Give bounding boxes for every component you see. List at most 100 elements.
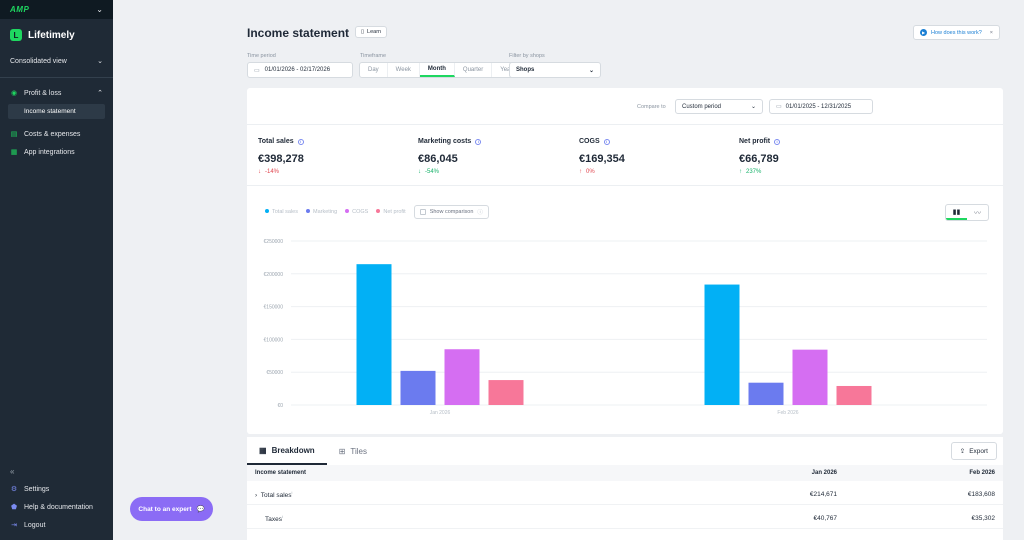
bar-chart-icon[interactable]: ▮▮: [946, 205, 967, 220]
bar-cogs[interactable]: [792, 349, 828, 405]
upload-icon: ⇪: [959, 448, 966, 455]
help-icon: ⬟: [10, 504, 18, 511]
learn-button[interactable]: ▯ Learn: [355, 26, 388, 38]
expand-chevron-icon[interactable]: ›: [255, 492, 258, 500]
bar-marketing[interactable]: [400, 370, 436, 405]
chevron-down-icon: ⌄: [750, 104, 756, 110]
sidebar-item-help[interactable]: ⬟ Help & documentation: [0, 498, 113, 516]
tab-breakdown[interactable]: ▦ Breakdown: [247, 437, 327, 465]
tab-label: Tiles: [350, 446, 367, 456]
timeframe-year[interactable]: Year: [500, 67, 513, 73]
page-title: Income statement: [247, 26, 350, 40]
compare-range-picker[interactable]: ▭ 01/01/2025 - 12/31/2025: [769, 99, 873, 114]
timeframe-month[interactable]: Month: [419, 63, 455, 77]
arrow-down-icon: ↓: [258, 169, 261, 175]
sidebar-item-app-integrations[interactable]: ▦ App integrations: [0, 143, 113, 161]
learn-label: Learn: [367, 29, 382, 35]
bar-total-sales[interactable]: [704, 284, 740, 405]
consolidated-view-label: Consolidated view: [10, 57, 67, 65]
info-icon[interactable]: i: [297, 138, 304, 145]
shops-filter-select[interactable]: Shops ⌄: [509, 62, 601, 78]
line-chart-icon[interactable]: 〰: [974, 209, 981, 217]
show-comparison-toggle[interactable]: Show comparison ⓘ: [413, 205, 489, 219]
kpi-name: Total sales: [258, 138, 294, 145]
info-icon: i: [281, 513, 283, 519]
sidebar-item-costs-expenses[interactable]: ▤ Costs & expenses: [0, 125, 113, 143]
export-button[interactable]: ⇪ Export: [950, 442, 997, 460]
info-icon: ⓘ: [477, 210, 483, 216]
legend-total-sales[interactable]: Total sales: [265, 209, 298, 215]
kpi-value: €398,278: [258, 153, 304, 165]
bar-total-sales[interactable]: [356, 264, 392, 405]
bar-net-profit[interactable]: [488, 380, 524, 405]
income-bar-chart: €0 €50000 €100000 €150000 €200000 €250000 Jan …: [264, 239, 987, 416]
app-name: Lifetimely: [28, 29, 75, 41]
sidebar-item-profit-loss[interactable]: ◉ Profit & loss ⌃: [0, 84, 113, 102]
kpi-name: Net profit: [739, 138, 771, 145]
timeframe-quarter[interactable]: Quarter: [455, 63, 493, 77]
sidebar-item-label: Costs & expenses: [24, 130, 81, 138]
info-icon[interactable]: i: [475, 138, 482, 145]
x-tick-label: Feb 2026: [777, 410, 798, 416]
kpi-change: -14%: [265, 169, 280, 175]
table-row[interactable]: Taxesi €40,767 €35,302: [247, 509, 1003, 529]
play-icon: ▶: [920, 29, 928, 36]
sidebar-item-settings[interactable]: ⚙ Settings: [0, 480, 113, 498]
chevron-up-icon: ⌃: [97, 90, 103, 97]
show-comparison-label: Show comparison: [429, 209, 474, 215]
sidebar-item-income-statement[interactable]: Income statement: [8, 104, 105, 119]
cell-value: €35,302: [971, 515, 996, 522]
timeframe-week[interactable]: Week: [388, 63, 420, 77]
arrow-up-icon: ↑: [739, 169, 742, 175]
shops-filter-value: Shops: [516, 67, 535, 73]
chat-to-expert-button[interactable]: Chat to an expert 💬: [130, 497, 213, 521]
legend-net-profit[interactable]: Net profit: [376, 209, 406, 215]
table-row[interactable]: › Total salesi €214,671 €183,608: [247, 485, 1003, 505]
cell-value: €40,767: [813, 515, 838, 522]
chart-legend: Total sales Marketing COGS Net profit Sh…: [265, 205, 489, 219]
column-header: Jan 2026: [811, 470, 837, 476]
timeframe-day[interactable]: Day: [360, 63, 388, 77]
sidebar-item-logout[interactable]: ⇥ Logout: [0, 516, 113, 534]
workspace-switcher[interactable]: AMP ⌄: [0, 0, 113, 19]
kpi-name: Marketing costs: [418, 138, 472, 145]
arrow-down-icon: ↓: [418, 169, 421, 175]
sidebar-item-label: App integrations: [24, 148, 75, 156]
breakdown-tabs: ▦ Breakdown ⊞ Tiles: [247, 437, 379, 465]
divider: [247, 124, 1003, 125]
info-icon[interactable]: i: [774, 138, 781, 145]
kpi-change: 237%: [746, 169, 762, 175]
kpi-change: -54%: [425, 169, 440, 175]
bar-marketing[interactable]: [748, 382, 784, 405]
y-tick-label: €0: [277, 403, 283, 409]
breakdown-panel: ▦ Breakdown ⊞ Tiles ⇪ Export Income stat…: [247, 437, 1003, 540]
column-header: Income statement: [255, 470, 307, 476]
tab-tiles[interactable]: ⊞ Tiles: [327, 437, 379, 465]
legend-cogs[interactable]: COGS: [345, 209, 368, 215]
lifetimely-logo-icon: L: [10, 29, 22, 41]
close-icon[interactable]: ×: [989, 29, 993, 36]
legend-marketing[interactable]: Marketing: [306, 209, 337, 215]
compare-period-select[interactable]: Custom period ⌄: [675, 99, 763, 114]
bar-net-profit[interactable]: [836, 385, 872, 405]
y-tick-label: €100000: [264, 337, 284, 343]
sidebar-item-label: Settings: [24, 485, 50, 493]
kpi-total-sales: Total sales i €398,278 ↓ -14%: [258, 138, 418, 175]
sidebar-item-label: Logout: [24, 521, 46, 529]
time-period-label: Time period: [247, 53, 276, 59]
bar-cogs[interactable]: [444, 349, 480, 405]
how-label: How does this work?: [931, 29, 982, 36]
consolidated-view-select[interactable]: Consolidated view ⌄: [0, 51, 113, 71]
shops-filter-label: Filter by shops: [509, 53, 545, 59]
how-does-this-work-button[interactable]: ▶ How does this work? ×: [913, 25, 1000, 40]
kpi-marketing-costs: Marketing costs i €86,045 ↓ -54%: [418, 138, 578, 175]
sidebar-bottom: « ⚙ Settings ⬟ Help & documentation ⇥ Lo…: [0, 463, 113, 534]
info-icon[interactable]: i: [603, 138, 610, 145]
collapse-sidebar-icon[interactable]: «: [10, 467, 15, 476]
kpi-value: €86,045: [418, 153, 458, 165]
cell-value: €183,608: [967, 491, 995, 498]
chevron-down-icon: ⌄: [588, 67, 594, 74]
time-period-picker[interactable]: ▭ 01/01/2026 - 02/17/2026: [247, 62, 353, 78]
timeframe-label: Timeframe: [360, 53, 387, 59]
x-tick-label: Jan 2026: [430, 410, 451, 416]
